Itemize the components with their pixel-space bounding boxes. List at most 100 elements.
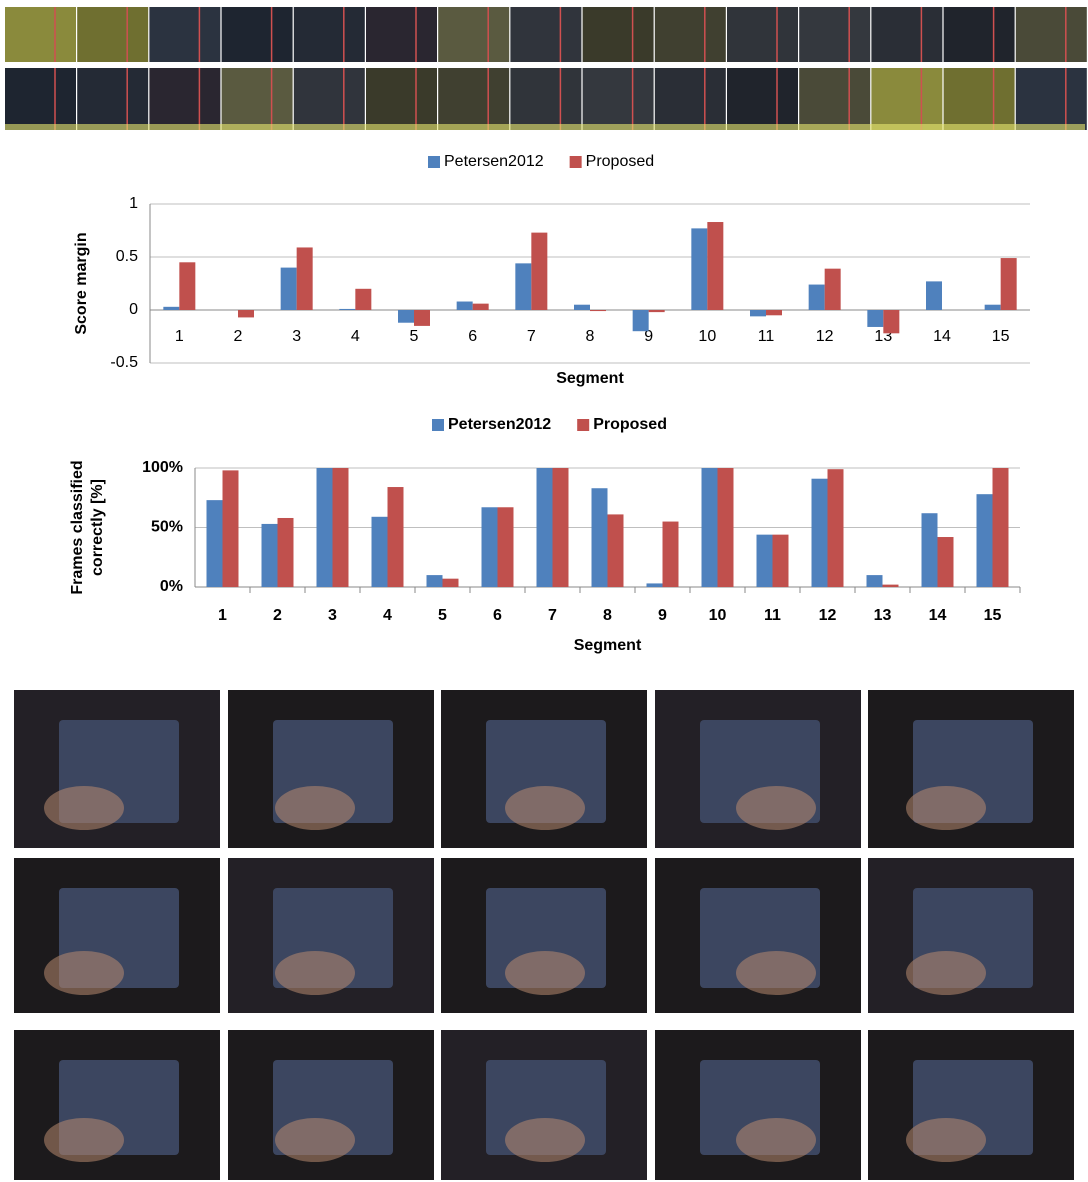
x-tick-label: 5 xyxy=(438,607,447,624)
x-tick-label: 3 xyxy=(292,328,301,345)
film-frame xyxy=(583,68,654,130)
film-frame xyxy=(655,7,726,62)
film-frame xyxy=(438,7,509,62)
bar xyxy=(812,479,828,587)
x-tick-label: 4 xyxy=(383,607,392,624)
hand-blur xyxy=(275,786,355,830)
hand-blur xyxy=(505,1118,585,1162)
bar xyxy=(179,262,195,310)
film-frame xyxy=(944,7,1015,62)
bar xyxy=(414,310,430,326)
film-frame xyxy=(366,68,437,130)
film-frame xyxy=(727,68,798,130)
film-highlight xyxy=(5,124,1085,130)
film-frame xyxy=(510,7,581,62)
bar xyxy=(985,305,1001,310)
x-axis-label: Segment xyxy=(556,370,624,387)
bar xyxy=(922,513,938,587)
bar xyxy=(707,222,723,310)
film-frame xyxy=(5,7,76,62)
bar xyxy=(691,228,707,310)
x-tick-label: 8 xyxy=(586,328,595,345)
bar xyxy=(883,585,899,587)
film-frame xyxy=(583,7,654,62)
y-axis-label: Score margin xyxy=(73,232,90,334)
bar xyxy=(663,522,679,587)
y-tick-label: 100% xyxy=(142,459,183,476)
bar xyxy=(553,468,569,587)
bar xyxy=(281,268,297,310)
bar xyxy=(262,524,278,587)
hand-blur xyxy=(44,786,124,830)
film-frame xyxy=(366,7,437,62)
film-frame xyxy=(871,7,942,62)
bar xyxy=(867,310,883,327)
bar xyxy=(825,269,841,310)
x-tick-label: 14 xyxy=(933,328,951,345)
bar xyxy=(317,468,333,587)
x-tick-label: 1 xyxy=(218,607,227,624)
film-frame xyxy=(294,68,365,130)
bar xyxy=(608,514,624,587)
bar xyxy=(938,537,954,587)
legend-label: Petersen2012 xyxy=(448,416,551,433)
figure: -0.500.51123456789101112131415Petersen20… xyxy=(0,0,1088,1182)
hand-blur xyxy=(44,951,124,995)
hand-blur xyxy=(906,786,986,830)
legend-label: Petersen2012 xyxy=(444,153,544,170)
y-axis-label: Frames classified xyxy=(69,460,86,594)
x-axis-label: Segment xyxy=(574,637,642,654)
film-frame xyxy=(77,7,148,62)
bar xyxy=(339,309,355,310)
film-frame xyxy=(222,7,293,62)
bar xyxy=(1001,258,1017,310)
bar xyxy=(718,468,734,587)
bar xyxy=(750,310,766,316)
x-tick-label: 8 xyxy=(603,607,612,624)
legend-swatch xyxy=(428,156,440,168)
x-tick-label: 15 xyxy=(992,328,1010,345)
hand-blur xyxy=(275,951,355,995)
x-tick-label: 7 xyxy=(527,328,536,345)
film-frame xyxy=(1016,68,1087,130)
bar xyxy=(773,535,789,587)
x-tick-label: 14 xyxy=(929,607,947,624)
x-tick-label: 7 xyxy=(548,607,557,624)
x-tick-label: 5 xyxy=(410,328,419,345)
x-tick-label: 3 xyxy=(328,607,337,624)
hand-blur xyxy=(906,1118,986,1162)
y-tick-label: 0 xyxy=(129,301,138,318)
bar xyxy=(926,281,942,310)
film-frame xyxy=(5,68,76,130)
bar xyxy=(883,310,899,333)
x-tick-label: 6 xyxy=(468,328,477,345)
x-tick-label: 6 xyxy=(493,607,502,624)
y-tick-label: 50% xyxy=(151,519,183,536)
bar xyxy=(515,263,531,310)
film-frame xyxy=(77,68,148,130)
y-tick-label: 0.5 xyxy=(116,248,138,265)
bar xyxy=(388,487,404,587)
bar xyxy=(590,310,606,311)
x-tick-label: 10 xyxy=(709,607,727,624)
bar xyxy=(297,247,313,310)
x-tick-label: 12 xyxy=(819,607,837,624)
hand-blur xyxy=(505,786,585,830)
film-frame xyxy=(1016,7,1087,62)
legend-label: Proposed xyxy=(593,416,667,433)
bar xyxy=(278,518,294,587)
film-frame xyxy=(510,68,581,130)
hand-blur xyxy=(275,1118,355,1162)
bar xyxy=(333,468,349,587)
film-frame xyxy=(799,7,870,62)
bar xyxy=(443,579,459,587)
y-axis-label: correctly [%] xyxy=(89,479,106,576)
bar xyxy=(867,575,883,587)
hand-blur xyxy=(736,951,816,995)
bar xyxy=(163,307,179,310)
film-frame xyxy=(149,7,220,62)
bar xyxy=(207,500,223,587)
legend-swatch xyxy=(432,419,444,431)
bar xyxy=(223,470,239,587)
bar xyxy=(702,468,718,587)
